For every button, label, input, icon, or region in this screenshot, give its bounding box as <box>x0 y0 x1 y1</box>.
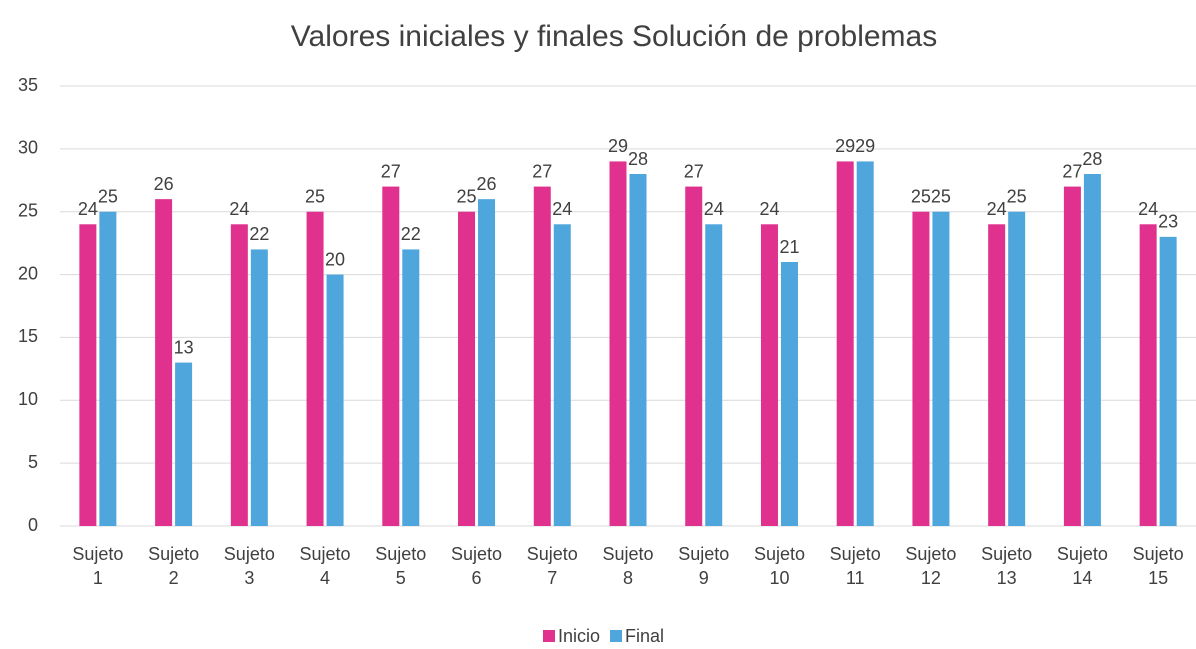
data-label: 28 <box>628 149 648 169</box>
x-tick-label: Sujeto 13 <box>981 544 1032 588</box>
bar <box>836 161 854 526</box>
x-tick-label: Sujeto 1 <box>72 544 123 588</box>
data-label: 25 <box>457 186 477 206</box>
x-tick-label: Sujeto 15 <box>1133 544 1184 588</box>
bar <box>609 161 627 526</box>
bar <box>988 224 1006 527</box>
bar <box>230 224 248 527</box>
bar <box>685 186 703 527</box>
bar <box>705 224 723 527</box>
bar <box>155 199 173 526</box>
data-label: 27 <box>532 161 552 181</box>
data-label: 27 <box>381 161 401 181</box>
data-label: 29 <box>835 136 855 156</box>
data-label: 24 <box>704 199 724 219</box>
bar <box>326 274 344 526</box>
y-tick-label: 25 <box>18 200 38 220</box>
data-label: 28 <box>1082 149 1102 169</box>
legend-label: Final <box>625 626 664 646</box>
bar <box>1159 236 1177 526</box>
legend-swatch <box>610 630 623 642</box>
bar <box>912 211 930 526</box>
y-tick-label: 10 <box>18 389 38 409</box>
x-tick-label: Sujeto 6 <box>451 544 502 588</box>
x-tick-label: Sujeto 11 <box>830 544 881 588</box>
x-tick-label: Sujeto 2 <box>148 544 199 588</box>
data-label: 23 <box>1158 212 1178 232</box>
x-tick-label: Sujeto 5 <box>375 544 426 588</box>
data-label: 25 <box>305 186 325 206</box>
bar <box>760 224 778 527</box>
bar <box>175 362 193 526</box>
data-label: 25 <box>1007 186 1027 206</box>
data-label: 24 <box>1138 199 1158 219</box>
x-tick-label: Sujeto 10 <box>754 544 805 588</box>
data-label: 22 <box>401 224 421 244</box>
bar <box>533 186 551 527</box>
data-label: 24 <box>78 199 98 219</box>
data-label: 20 <box>325 249 345 269</box>
data-label: 27 <box>1062 161 1082 181</box>
bar <box>99 211 117 526</box>
data-label: 27 <box>684 161 704 181</box>
bar <box>629 174 647 526</box>
bar <box>780 262 798 526</box>
bar <box>306 211 324 526</box>
data-label: 29 <box>608 136 628 156</box>
data-label: 22 <box>249 224 269 244</box>
bar <box>478 199 496 526</box>
data-label: 29 <box>855 136 875 156</box>
data-label: 25 <box>931 186 951 206</box>
bar <box>553 224 571 527</box>
y-tick-label: 35 <box>18 75 38 95</box>
bar <box>1008 211 1026 526</box>
y-tick-label: 0 <box>28 515 38 535</box>
y-tick-label: 15 <box>18 326 38 346</box>
bar <box>402 249 420 526</box>
x-tick-label: Sujeto 3 <box>224 544 275 588</box>
bar <box>1083 174 1101 526</box>
bar <box>458 211 476 526</box>
data-label: 26 <box>477 174 497 194</box>
y-tick-label: 5 <box>28 452 38 472</box>
data-label: 26 <box>154 174 174 194</box>
data-label: 21 <box>779 237 799 257</box>
bar <box>250 249 268 526</box>
data-label: 25 <box>911 186 931 206</box>
x-tick-label: Sujeto 14 <box>1057 544 1108 588</box>
x-tick-label: Sujeto 12 <box>905 544 956 588</box>
bar <box>1063 186 1081 527</box>
y-tick-label: 30 <box>18 138 38 158</box>
x-tick-label: Sujeto 7 <box>527 544 578 588</box>
bar <box>79 224 97 527</box>
data-label: 24 <box>229 199 249 219</box>
data-label: 25 <box>98 186 118 206</box>
chart-title: Valores iniciales y finales Solución de … <box>291 20 937 53</box>
data-label: 13 <box>174 337 194 357</box>
data-label: 24 <box>552 199 572 219</box>
y-tick-label: 20 <box>18 263 38 283</box>
bar <box>1139 224 1157 527</box>
legend-label: Inicio <box>558 626 600 646</box>
x-tick-label: Sujeto 4 <box>300 544 351 588</box>
x-tick-label: Sujeto 8 <box>602 544 653 588</box>
data-label: 24 <box>759 199 779 219</box>
bar <box>932 211 950 526</box>
legend-swatch <box>543 630 555 642</box>
data-label: 24 <box>987 199 1007 219</box>
bar <box>856 161 874 526</box>
bar <box>382 186 400 527</box>
x-tick-label: Sujeto 9 <box>678 544 729 588</box>
